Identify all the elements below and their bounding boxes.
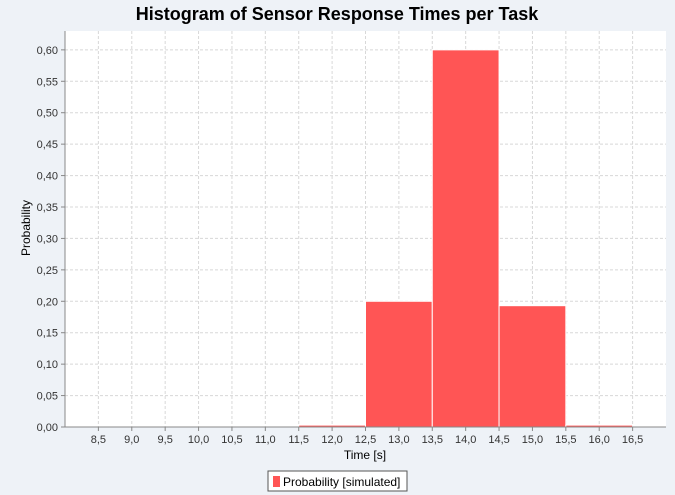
- y-tick-label: 0,20: [37, 296, 58, 308]
- x-tick-label: 12,5: [355, 434, 376, 446]
- y-tick-label: 0,25: [37, 265, 58, 277]
- x-tick-label: 13,5: [422, 434, 443, 446]
- x-tick-label: 15,5: [555, 434, 576, 446]
- y-tick-label: 0,55: [37, 76, 58, 88]
- y-tick-label: 0,50: [37, 108, 58, 120]
- x-tick-label: 13,0: [388, 434, 409, 446]
- x-axis-label: Time [s]: [344, 448, 386, 462]
- x-tick-label: 9,5: [158, 434, 173, 446]
- y-tick-label: 0,10: [37, 359, 58, 371]
- x-tick-label: 16,0: [589, 434, 610, 446]
- y-axis-label: Probability: [19, 200, 33, 256]
- histogram-bar: [365, 300, 433, 428]
- y-tick-label: 0,35: [37, 202, 58, 214]
- x-tick-label: 10,5: [221, 434, 242, 446]
- x-tick-label: 15,0: [522, 434, 543, 446]
- gridlines: [65, 31, 666, 428]
- x-axis-ticks: 8,5 9,0 9,5 10,0 10,5 11,0 11,5 12,0 12,5 13,0 13,…: [91, 427, 643, 446]
- x-tick-label: 10,0: [188, 434, 209, 446]
- y-tick-label: 0,30: [37, 233, 58, 245]
- x-tick-label: 14,5: [488, 434, 509, 446]
- legend: Probability [simulated]: [267, 470, 408, 492]
- x-tick-label: 14,0: [455, 434, 476, 446]
- x-tick-label: 11,5: [288, 434, 309, 446]
- histogram-bar: [498, 305, 567, 428]
- histogram-bar: [431, 49, 500, 428]
- y-tick-label: 0,05: [37, 391, 58, 403]
- x-tick-label: 9,0: [124, 434, 139, 446]
- y-tick-label: 0,15: [37, 328, 58, 340]
- x-tick-label: 11,0: [255, 434, 276, 446]
- y-axis-ticks: 0,00 0,05 0,10 0,15 0,20 0,25 0,30 0,35 0,40 0,45…: [37, 45, 65, 434]
- x-tick-label: 16,5: [622, 434, 643, 446]
- legend-swatch: [273, 476, 280, 487]
- legend-box: [267, 470, 408, 492]
- y-tick-label: 0,00: [37, 422, 58, 434]
- x-tick-label: 12,0: [321, 434, 342, 446]
- x-tick-label: 8,5: [91, 434, 106, 446]
- chart-title: Histogram of Sensor Response Times per T…: [136, 4, 539, 24]
- y-tick-label: 0,60: [37, 45, 58, 57]
- y-tick-label: 0,45: [37, 139, 58, 151]
- y-tick-label: 0,40: [37, 171, 58, 183]
- legend-entry: Probability [simulated]: [283, 475, 400, 489]
